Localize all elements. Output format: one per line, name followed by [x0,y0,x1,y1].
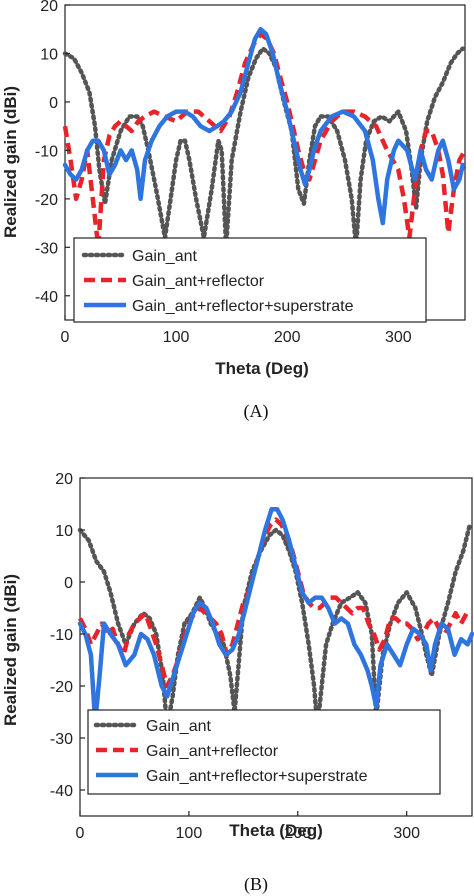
y-tick-label: -10 [50,627,73,644]
y-axis-label: Realized gain (dBi) [1,574,20,726]
series-line-gain-ant [62,46,466,250]
panel-caption: (B) [244,874,268,895]
x-tick-label: 100 [163,329,190,346]
y-tick-label: -30 [35,240,58,257]
legend-box [73,237,427,323]
series-lines [77,506,474,730]
series-line-gain-ant-reflector-superstrate [77,506,474,725]
x-tick-label: 100 [176,825,203,842]
y-tick-label: 0 [49,95,58,112]
y-tick-label: 20 [55,471,73,488]
x-tick-label: 0 [76,825,85,842]
x-axis-label: Theta (Deg) [229,821,323,840]
y-tick-label: 10 [40,46,58,63]
x-tick-label: 0 [61,329,70,346]
x-tick-label: 200 [284,825,311,842]
y-axis-label: Realized gain (dBi) [1,86,20,238]
y-tick-label: 10 [55,523,73,540]
legend: Gain_ant Gain_ant+reflector Gain_ant+ref… [87,709,441,795]
legend-label-gain-ant: Gain_ant [146,718,211,735]
x-axis-label: Theta (Deg) [215,359,309,378]
series-line-gain-ant-reflector [78,517,472,689]
legend-label-superstrate: Gain_ant+reflector+superstrate [132,298,354,315]
series-line-gain-ant [77,522,473,730]
x-tick-label: 300 [385,329,412,346]
series-line-gain-ant-reflector-superstrate [62,26,466,226]
legend-box [87,709,441,795]
y-tick-label: -20 [35,192,58,209]
legend: Gain_ant Gain_ant+reflector Gain_ant+ref… [73,237,427,323]
x-tick-label: 200 [274,329,301,346]
panel-caption: (A) [244,401,269,422]
legend-label-superstrate: Gain_ant+reflector+superstrate [146,768,368,785]
y-tick-label: 20 [40,0,58,15]
legend-label-reflector: Gain_ant+reflector [146,743,279,760]
y-tick-label: 0 [64,575,73,592]
series-line-gain-ant-reflector [62,31,467,250]
x-tick-label: 300 [393,825,420,842]
y-tick-label: -30 [50,731,73,748]
legend-label-gain-ant: Gain_ant [132,248,197,265]
series-lines [62,26,467,250]
y-tick-label: -10 [35,143,58,160]
y-tick-label: -20 [50,679,73,696]
y-tick-label: -40 [35,289,58,306]
y-tick-label: -40 [50,783,73,800]
plot-frame [79,477,473,817]
legend-label-reflector: Gain_ant+reflector [132,273,265,290]
